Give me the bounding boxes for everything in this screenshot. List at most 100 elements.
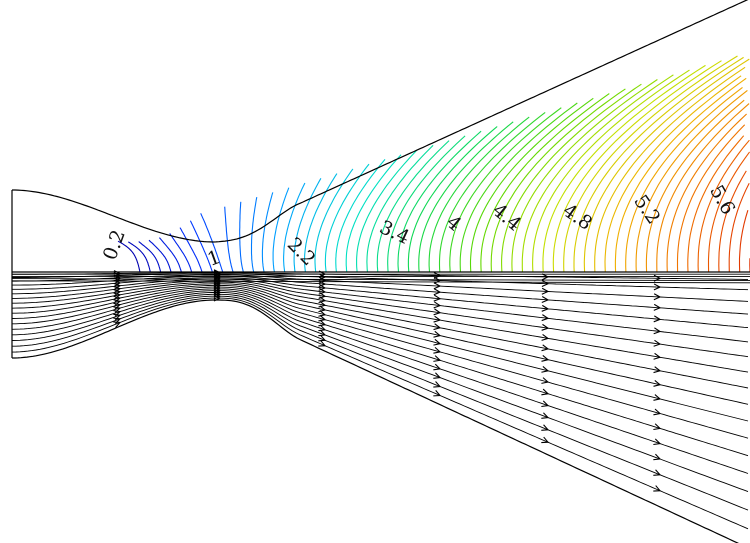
streamlines: [11, 269, 750, 530]
contour-line: [573, 56, 744, 273]
streamline-arrow: [433, 323, 442, 331]
contour-line: [563, 55, 738, 273]
contour-line: [148, 239, 172, 273]
streamline-arrow: [541, 412, 550, 419]
streamline-arrow: [653, 469, 662, 476]
streamline-arrow: [433, 294, 442, 302]
contour-label-4-8: 4.8: [559, 199, 596, 234]
contour-line: [356, 149, 418, 273]
contour-label-5-2: 5.2: [629, 191, 664, 228]
nozzle-walls: [11, 0, 750, 543]
streamline-arrow: [541, 280, 550, 288]
contour-line: [428, 116, 530, 273]
streamline-arrow: [653, 438, 662, 446]
contour-line: [438, 111, 546, 273]
streamline-arrow: [433, 315, 442, 323]
streamline-arrow: [113, 321, 122, 328]
contour-line: [179, 227, 203, 273]
streamline-arrow: [653, 303, 662, 311]
streamline: [12, 278, 749, 343]
streamline-arrow: [433, 330, 442, 338]
contour-line: [407, 126, 498, 273]
contour-line: [521, 74, 674, 273]
contour-line: [418, 121, 514, 273]
streamline-arrow: [653, 423, 662, 431]
contour-line: [511, 79, 658, 273]
contour-line: [261, 192, 274, 273]
streamline-arrow: [433, 355, 442, 362]
streamline-arrow: [433, 282, 442, 290]
contour-line: [614, 77, 747, 273]
streamline: [12, 274, 749, 302]
contour-line: [304, 173, 338, 273]
contour-label-1: 1: [205, 246, 224, 271]
streamline: [12, 292, 749, 474]
streamline-arrow: [433, 288, 442, 296]
streamline-arrow: [653, 352, 662, 360]
streamline-arrow: [318, 334, 327, 342]
streamline-arrow: [653, 315, 662, 323]
streamline: [11, 297, 749, 530]
contour-line: [645, 99, 745, 273]
mach-contours: [117, 55, 750, 273]
streamline-arrow: [433, 308, 442, 316]
contour-line: [542, 64, 706, 273]
streamline-arrow: [653, 394, 662, 401]
contour-line: [676, 124, 746, 273]
streamline: [12, 273, 749, 291]
streamline-arrow: [541, 296, 550, 303]
contour-line: [250, 196, 258, 273]
streamline-arrow: [653, 293, 662, 301]
contour-label-5-6: 5.6: [705, 181, 739, 218]
lower-wall: [12, 299, 739, 543]
contour-line: [656, 103, 750, 273]
streamline: [12, 295, 749, 511]
contour-line: [728, 183, 750, 273]
streamline-arrow: [541, 424, 550, 431]
contour-line: [635, 89, 748, 273]
contour-label-2-2: 2.2: [283, 233, 320, 270]
streamline-arrow: [318, 273, 327, 281]
contour-line: [272, 187, 290, 273]
streamline: [12, 281, 749, 373]
contour-line: [718, 170, 747, 273]
streamline-arrow: [433, 346, 442, 354]
contour-line: [376, 140, 450, 273]
streamline: [11, 290, 749, 457]
contour-line: [501, 83, 642, 273]
streamline-arrow: [541, 333, 550, 341]
streamline: [12, 272, 748, 280]
contour-line: [532, 69, 690, 273]
streamline-arrow: [541, 323, 550, 331]
streamline: [11, 286, 749, 422]
contour-line: [387, 135, 466, 273]
streamline-arrow: [433, 372, 442, 379]
contour-line: [707, 151, 750, 273]
upper-wall: [12, 0, 749, 243]
streamline-arrow: [541, 377, 550, 384]
contour-line: [552, 60, 722, 273]
streamline-arrow: [653, 339, 662, 347]
streamline: [11, 293, 749, 493]
contour-line: [490, 88, 626, 273]
streamline-arrow: [113, 282, 122, 290]
streamline: [11, 280, 750, 284]
contour-line: [469, 97, 594, 273]
contour-line: [397, 130, 482, 273]
streamline-arrow: [541, 436, 550, 444]
contour-line: [158, 237, 182, 273]
streamline-arrow: [541, 366, 550, 373]
contour-line: [687, 135, 745, 273]
contour-line: [738, 210, 749, 273]
streamline: [12, 277, 749, 329]
contour-line: [604, 75, 742, 273]
streamline-arrow: [113, 285, 122, 293]
streamline-arrow: [541, 304, 550, 312]
streamline-arrow: [541, 314, 550, 322]
contour-line: [283, 182, 306, 273]
contour-line: [293, 178, 322, 273]
contour-line: [480, 93, 610, 273]
contour-line: [189, 220, 213, 273]
streamline: [11, 278, 750, 282]
streamline: [12, 284, 749, 405]
